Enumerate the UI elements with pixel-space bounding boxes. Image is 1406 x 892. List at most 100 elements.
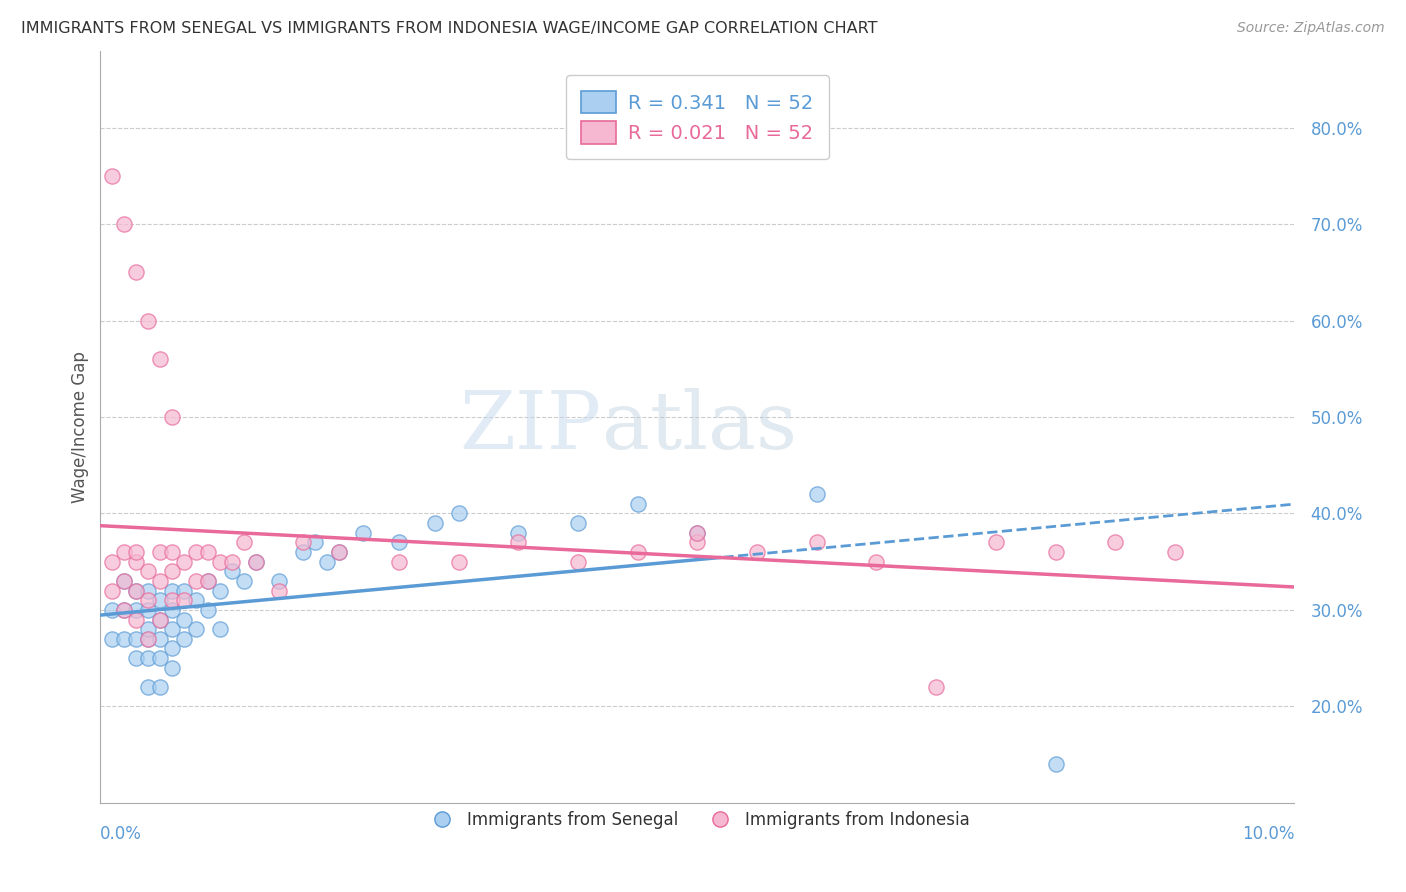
Point: [149, 545, 172, 559]
Point: [304, 535, 326, 549]
Point: [149, 352, 172, 367]
Point: [112, 217, 135, 231]
Point: [388, 555, 411, 569]
Point: [136, 313, 159, 327]
Point: [1045, 757, 1067, 772]
Point: [160, 545, 183, 559]
Point: [184, 593, 207, 607]
Point: [686, 535, 709, 549]
Point: [184, 622, 207, 636]
Point: [184, 545, 207, 559]
Point: [221, 564, 243, 578]
Point: [269, 583, 291, 598]
Point: [149, 651, 172, 665]
Point: [125, 265, 148, 279]
Y-axis label: Wage/Income Gap: Wage/Income Gap: [72, 351, 89, 502]
Text: 0.0%: 0.0%: [100, 825, 142, 843]
Point: [125, 651, 148, 665]
Point: [149, 680, 172, 694]
Point: [112, 632, 135, 646]
Point: [160, 593, 183, 607]
Point: [447, 507, 470, 521]
Point: [173, 613, 195, 627]
Point: [197, 603, 219, 617]
Text: ZIP: ZIP: [460, 388, 602, 466]
Point: [232, 535, 254, 549]
Point: [208, 583, 231, 598]
Point: [101, 603, 124, 617]
Point: [208, 555, 231, 569]
Point: [136, 680, 159, 694]
Point: [125, 603, 148, 617]
Point: [984, 535, 1007, 549]
Point: [806, 535, 828, 549]
Point: [232, 574, 254, 588]
Point: [160, 603, 183, 617]
Point: [173, 593, 195, 607]
Point: [567, 516, 589, 530]
Point: [865, 555, 887, 569]
Point: [328, 545, 350, 559]
Point: [160, 661, 183, 675]
Point: [160, 583, 183, 598]
Point: [328, 545, 350, 559]
Point: [197, 574, 219, 588]
Text: atlas: atlas: [602, 388, 797, 466]
Point: [686, 525, 709, 540]
Point: [125, 545, 148, 559]
Point: [292, 535, 315, 549]
Point: [508, 535, 530, 549]
Point: [221, 555, 243, 569]
Point: [112, 603, 135, 617]
Point: [136, 564, 159, 578]
Point: [686, 525, 709, 540]
Point: [101, 632, 124, 646]
Point: [1045, 545, 1067, 559]
Point: [160, 564, 183, 578]
Point: [316, 555, 339, 569]
Point: [149, 632, 172, 646]
Point: [125, 583, 148, 598]
Point: [245, 555, 267, 569]
Point: [136, 593, 159, 607]
Point: [149, 593, 172, 607]
Point: [112, 603, 135, 617]
Point: [292, 545, 315, 559]
Point: [149, 613, 172, 627]
Point: [160, 622, 183, 636]
Point: [112, 574, 135, 588]
Point: [197, 574, 219, 588]
Text: Source: ZipAtlas.com: Source: ZipAtlas.com: [1237, 21, 1385, 35]
Point: [136, 651, 159, 665]
Point: [125, 613, 148, 627]
Point: [149, 574, 172, 588]
Point: [173, 632, 195, 646]
Point: [136, 603, 159, 617]
Point: [508, 525, 530, 540]
Point: [388, 535, 411, 549]
Point: [173, 583, 195, 598]
Text: IMMIGRANTS FROM SENEGAL VS IMMIGRANTS FROM INDONESIA WAGE/INCOME GAP CORRELATION: IMMIGRANTS FROM SENEGAL VS IMMIGRANTS FR…: [21, 21, 877, 36]
Point: [136, 632, 159, 646]
Point: [125, 632, 148, 646]
Point: [160, 410, 183, 425]
Text: 10.0%: 10.0%: [1241, 825, 1295, 843]
Point: [1104, 535, 1126, 549]
Point: [423, 516, 446, 530]
Point: [173, 555, 195, 569]
Point: [125, 555, 148, 569]
Point: [627, 497, 650, 511]
Point: [136, 583, 159, 598]
Point: [136, 622, 159, 636]
Point: [197, 545, 219, 559]
Point: [806, 487, 828, 501]
Point: [101, 555, 124, 569]
Point: [160, 641, 183, 656]
Point: [447, 555, 470, 569]
Point: [1164, 545, 1187, 559]
Point: [101, 169, 124, 183]
Point: [112, 574, 135, 588]
Point: [208, 622, 231, 636]
Point: [184, 574, 207, 588]
Point: [101, 583, 124, 598]
